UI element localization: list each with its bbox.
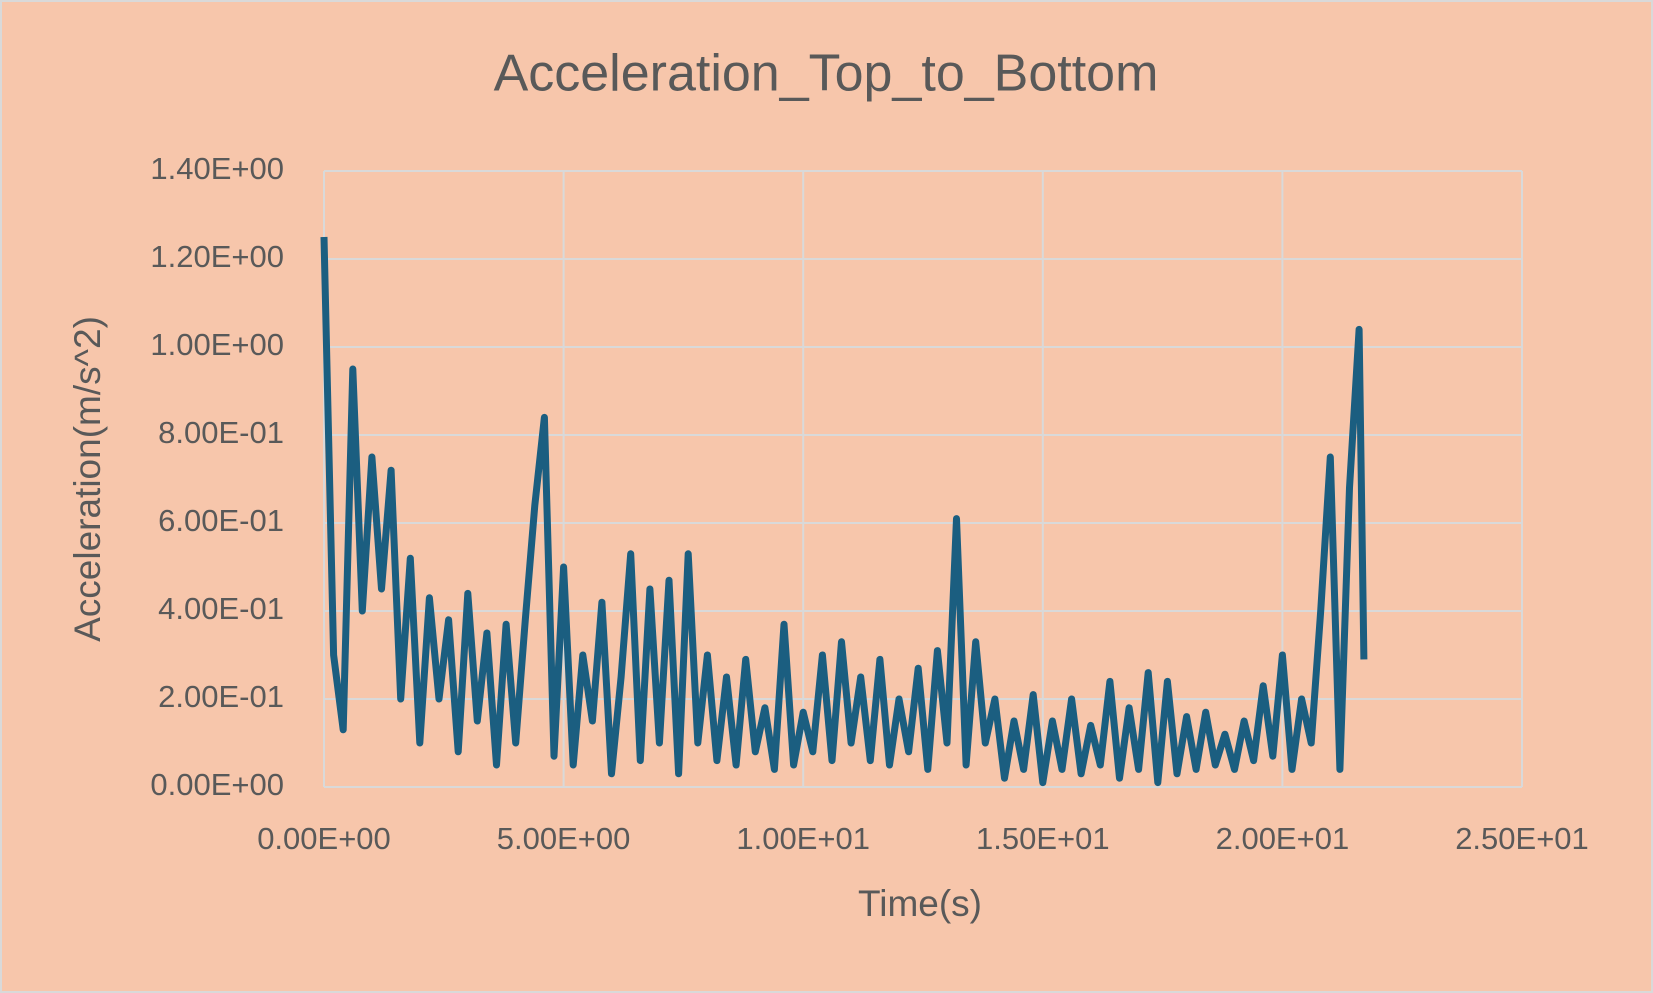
y-tick-label: 1.40E+00 [150, 151, 284, 186]
y-axis-title: Acceleration(m/s^2) [67, 316, 108, 642]
x-tick-label: 1.50E+01 [976, 821, 1110, 856]
y-tick-label: 1.00E+00 [150, 327, 284, 362]
y-tick-label: 0.00E+00 [150, 767, 284, 802]
data-line [320, 236, 1368, 787]
x-tick-label: 2.50E+01 [1455, 821, 1589, 856]
x-axis-title: Time(s) [858, 883, 982, 924]
x-tick-label: 2.00E+01 [1216, 821, 1350, 856]
y-tick-label: 6.00E-01 [158, 503, 284, 538]
y-tick-label: 8.00E-01 [158, 415, 284, 450]
x-tick-label: 5.00E+00 [497, 821, 631, 856]
x-tick-label: 1.00E+01 [736, 821, 870, 856]
x-tick-label: 0.00E+00 [257, 821, 391, 856]
y-tick-label: 1.20E+00 [150, 239, 284, 274]
chart-title: Acceleration_Top_to_Bottom [494, 45, 1159, 103]
y-tick-label: 4.00E-01 [158, 591, 284, 626]
y-tick-label: 2.00E-01 [158, 679, 284, 714]
